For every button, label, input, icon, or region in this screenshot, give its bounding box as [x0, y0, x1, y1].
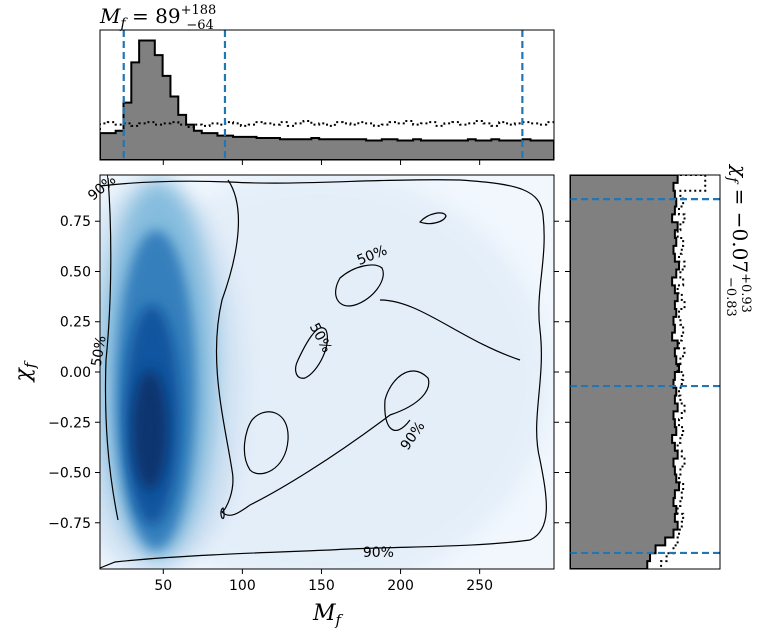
joint-x-axis-title: Mf [312, 601, 344, 629]
joint-x-ticks: 50 100 150 200 250 [154, 569, 493, 594]
top-histogram-prior [100, 119, 554, 160]
contour-right-90 [379, 299, 521, 361]
y-tick-label: 0.50 [60, 264, 91, 280]
right-histogram-fill [570, 175, 681, 569]
heatmap-density [100, 175, 554, 569]
joint-y-axis-title: χf [11, 360, 39, 383]
x-tick-label: 250 [466, 578, 493, 594]
right-marginal-panel: χf = −0.07+0.93−0.83 [565, 163, 753, 570]
y-tick-label: −0.50 [48, 466, 91, 482]
y-tick-label: −0.25 [48, 415, 91, 431]
top-histogram-fill [100, 39, 554, 160]
contour-label: 90% [363, 545, 394, 561]
contour-outer-90 [100, 179, 547, 569]
y-tick-label: 0.25 [60, 315, 91, 331]
right-marginal-title: χf = −0.07+0.93−0.83 [723, 163, 753, 317]
joint-panel: 50%50%90%90%50%90% 50 100 150 200 250 0.750.… [11, 172, 559, 629]
x-tick-label: 100 [229, 578, 256, 594]
top-marginal-panel: Mf = 89+188 −64 [99, 3, 555, 165]
y-tick-label: −0.75 [48, 516, 91, 532]
contour-left-50 [104, 177, 119, 521]
x-tick-label: 150 [308, 578, 335, 594]
contour-mid-90 [215, 179, 430, 516]
contour-label: 50% [89, 334, 110, 367]
x-tick-label: 50 [154, 578, 172, 594]
contour-small-top-right [418, 212, 447, 225]
top-marginal-title: Mf = 89+188 −64 [99, 3, 216, 33]
contour-50-mid [295, 327, 328, 379]
right-credible-lines [570, 198, 720, 555]
top-frame [99, 29, 555, 161]
right-histogram-prior [570, 175, 707, 569]
contour-50-upper [335, 264, 384, 307]
contour-90-small [243, 411, 289, 475]
joint-y-ticks: 0.75 0.50 0.25 0.00 −0.25 −0.50 −0.75 [48, 214, 559, 532]
x-tick-label: 200 [387, 578, 414, 594]
contour-notch [220, 507, 225, 520]
right-y-ticks [565, 220, 570, 524]
y-tick-label: 0.75 [60, 214, 91, 230]
top-x-ticks [162, 160, 481, 165]
contour-lines [100, 177, 547, 569]
y-tick-label: 0.00 [60, 365, 91, 381]
